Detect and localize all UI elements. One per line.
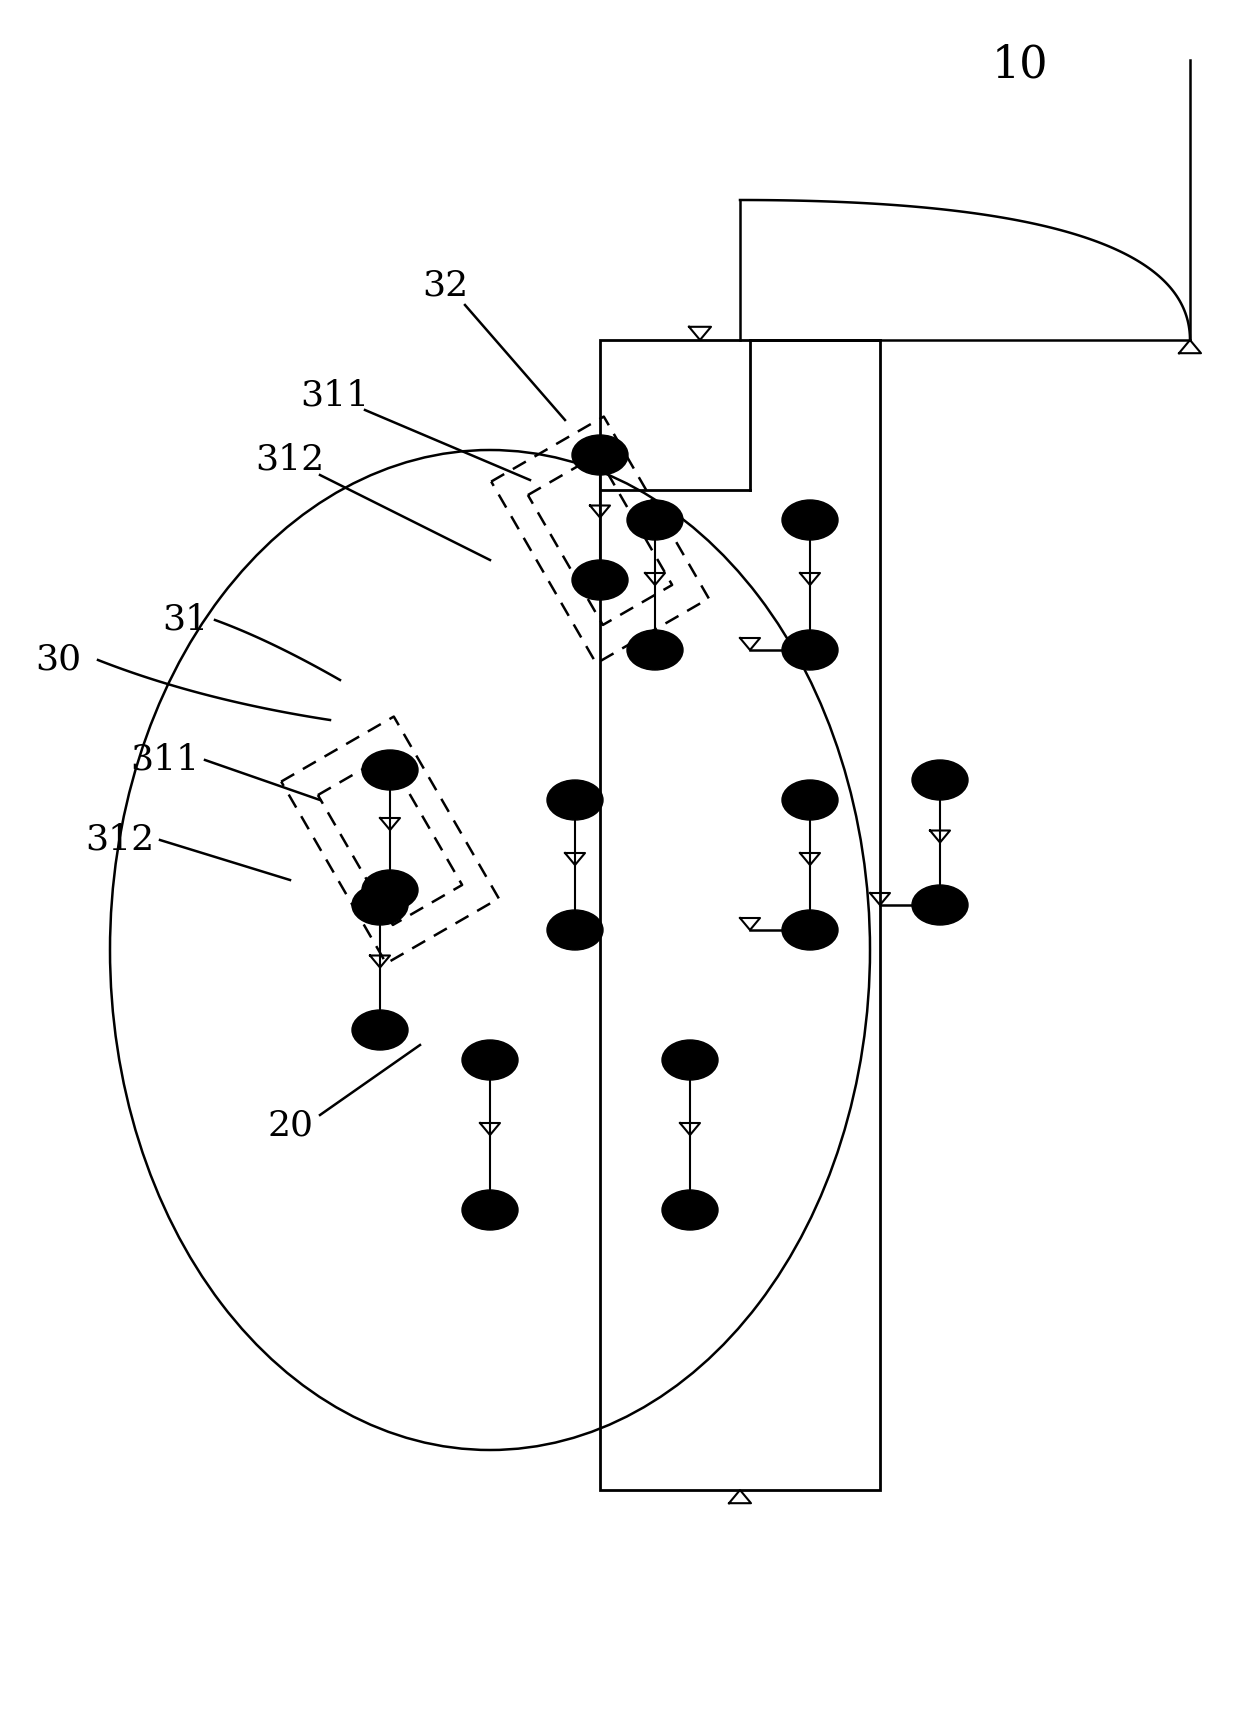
Text: 312: 312 [86, 823, 155, 858]
Ellipse shape [662, 1041, 718, 1080]
Text: 30: 30 [35, 644, 81, 677]
Ellipse shape [911, 759, 968, 799]
Ellipse shape [782, 501, 838, 540]
Ellipse shape [362, 870, 418, 910]
Ellipse shape [911, 885, 968, 925]
Ellipse shape [572, 559, 627, 601]
Ellipse shape [463, 1041, 518, 1080]
Ellipse shape [782, 910, 838, 949]
Ellipse shape [782, 780, 838, 820]
Ellipse shape [463, 1189, 518, 1231]
Ellipse shape [627, 630, 683, 670]
Ellipse shape [572, 435, 627, 475]
Ellipse shape [362, 751, 418, 791]
Text: 311: 311 [130, 742, 200, 777]
Text: 20: 20 [267, 1108, 312, 1143]
Bar [600, 340, 880, 1490]
Text: 312: 312 [255, 444, 325, 476]
Text: 311: 311 [300, 378, 370, 413]
Ellipse shape [352, 885, 408, 925]
Text: 31: 31 [162, 602, 208, 637]
Ellipse shape [662, 1189, 718, 1231]
Text: 10: 10 [992, 43, 1048, 86]
Ellipse shape [547, 910, 603, 949]
Ellipse shape [782, 630, 838, 670]
Ellipse shape [352, 1010, 408, 1049]
Ellipse shape [547, 780, 603, 820]
Ellipse shape [627, 501, 683, 540]
Text: 32: 32 [422, 268, 467, 302]
